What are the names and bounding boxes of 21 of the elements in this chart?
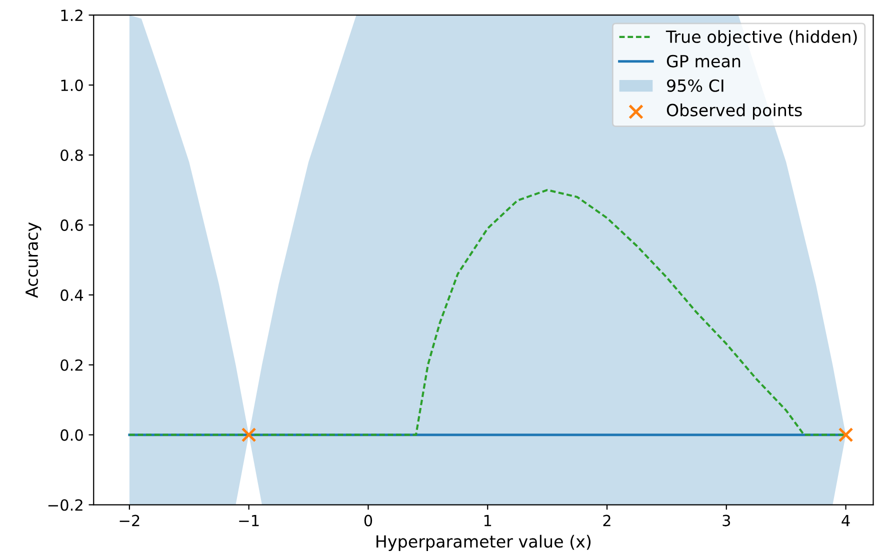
y-axis-title: Accuracy (26, 222, 42, 298)
text: 0.0 (60, 429, 83, 441)
y-tick-label: 0.2 (60, 359, 82, 371)
x-tick-label: −1 (239, 514, 259, 526)
x-tick-label: −2 (120, 514, 140, 526)
x-tick-label: 0 (364, 514, 372, 526)
legend-label: Observed points (666, 103, 802, 120)
y-tick-label: 1.2 (61, 10, 82, 21)
legend-label: True objective (hidden) (666, 30, 857, 46)
y-tick-label: 0.6 (60, 219, 83, 231)
text: 1.0 (61, 80, 83, 92)
x-tick-label: 2 (603, 514, 610, 526)
legend-label: GP mean (666, 54, 740, 68)
y-tick-label: 0.8 (60, 149, 83, 162)
x-tick-label: 4 (842, 514, 850, 526)
annotation: 95% CI (667, 79, 724, 92)
x-tick-label: 1 (484, 514, 492, 526)
y-tick-label: 0.4 (60, 289, 84, 301)
x-tick-label: 3 (722, 514, 730, 526)
x-axis-title: Hyperparameter value (x) (376, 534, 591, 551)
y-tick-label: −0.2 (48, 499, 82, 511)
